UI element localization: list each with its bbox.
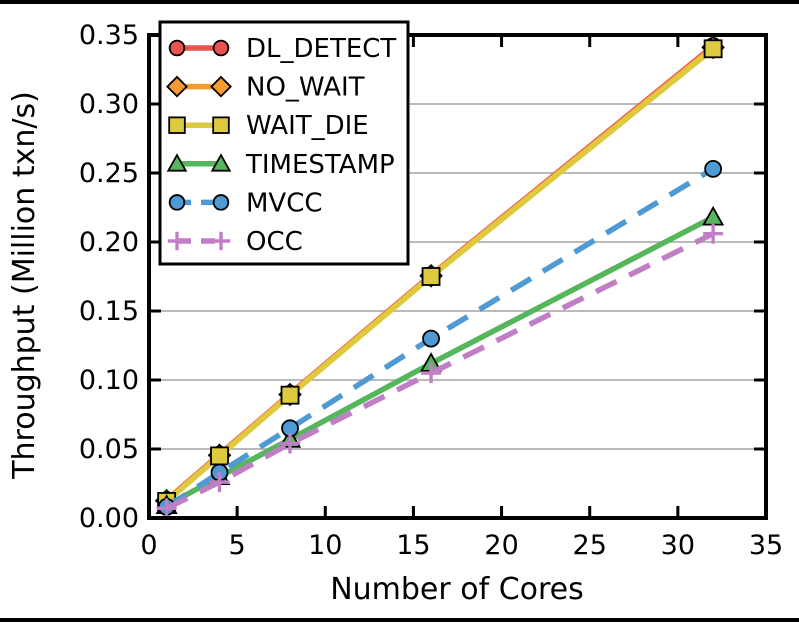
- x-tick-label: 10: [308, 530, 342, 561]
- y-tick-label: 0.15: [79, 296, 139, 327]
- legend-entry-DL_DETECT: DL_DETECT: [168, 34, 396, 64]
- x-tick-label: 35: [749, 530, 783, 561]
- data-point-marker-diamond: [166, 75, 188, 98]
- legend-entry-MVCC: MVCC: [168, 188, 323, 218]
- x-tick-label: 0: [140, 530, 157, 561]
- data-point-marker-triangle: [702, 205, 725, 226]
- legend-label: DL_DETECT: [246, 34, 396, 64]
- y-tick-label: 0.30: [79, 89, 139, 120]
- legend-label: WAIT_DIE: [246, 111, 369, 141]
- data-point-marker-circle: [704, 159, 723, 178]
- data-point-marker-circle: [168, 194, 186, 211]
- y-tick-label: 0.00: [79, 503, 139, 534]
- plot-border: [147, 33, 768, 520]
- y-tick-label: 0.25: [79, 158, 139, 189]
- x-tick-label: 5: [229, 530, 246, 561]
- data-point-marker-diamond: [210, 75, 232, 98]
- legend-label: TIMESTAMP: [245, 150, 395, 180]
- y-tick-label: 0.10: [79, 365, 139, 396]
- top-border-bar: [0, 0, 799, 4]
- data-point-marker-circle: [212, 194, 230, 211]
- y-axis-title: Throughput (Million txn/s): [7, 91, 42, 480]
- axes-frame: [147, 33, 768, 520]
- legend-label: MVCC: [246, 188, 323, 218]
- x-axis-title: Number of Cores: [330, 572, 584, 607]
- data-point-marker-circle: [212, 39, 230, 57]
- series-line-OCC: [165, 231, 715, 511]
- data-point-marker-square: [703, 39, 723, 59]
- series-OCC: [156, 223, 724, 519]
- data-point-marker-triangle: [210, 153, 232, 172]
- legend-label: OCC: [246, 227, 303, 257]
- data-point-marker-triangle: [166, 153, 188, 172]
- x-tick-label: 30: [661, 530, 695, 561]
- y-tick-label: 0.05: [79, 434, 139, 465]
- bottom-border-bar: [0, 618, 799, 622]
- legend-entry-WAIT_DIE: WAIT_DIE: [168, 111, 369, 141]
- x-tick-label: 15: [396, 530, 430, 561]
- y-tick-label: 0.20: [79, 227, 139, 258]
- data-point-marker-circle: [168, 39, 186, 57]
- x-tick-label: 20: [484, 530, 518, 561]
- data-point-marker-square: [280, 385, 300, 405]
- legend-entry-NO_WAIT: NO_WAIT: [166, 73, 365, 103]
- chart-plot-area: 0 5 10 15 20 25 30 35 0.00 0.05 0.10 0.15 0.20 0.25 0.…: [79, 20, 783, 561]
- x-tick-label: 25: [573, 530, 607, 561]
- legend-entry-OCC: OCC: [167, 227, 303, 257]
- legend-entry-TIMESTAMP: TIMESTAMP: [166, 150, 395, 180]
- data-point-marker-square: [210, 446, 229, 466]
- data-point-marker-square: [421, 267, 441, 286]
- tick-labels: 0 5 10 15 20 25 30 35 0.00 0.05 0.10 0.15 0.20 0.25 0.…: [79, 20, 783, 561]
- data-point-marker-square: [212, 116, 230, 134]
- legend-box: [158, 20, 410, 266]
- series-WAIT_DIE: [157, 39, 723, 511]
- legend-label: NO_WAIT: [246, 73, 365, 103]
- y-tick-label: 0.35: [79, 20, 139, 51]
- data-point-marker-square: [168, 116, 186, 134]
- series-line-MVCC: [165, 166, 715, 510]
- data-point-marker-circle: [422, 329, 440, 348]
- legend: DL_DETECT NO_WAIT WAIT_DIE TIMESTAMP MVCC OCC: [158, 20, 410, 266]
